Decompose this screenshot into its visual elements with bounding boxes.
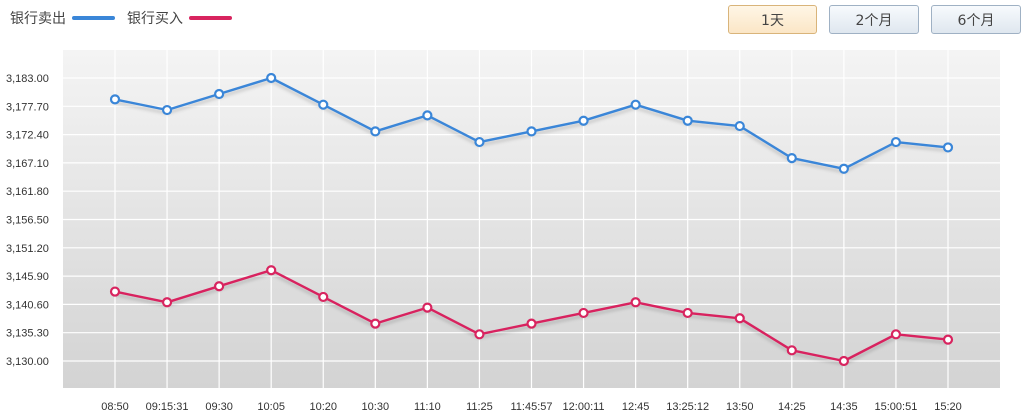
y-tick-label: 3,161.80 — [6, 186, 49, 198]
y-tick-label: 3,140.60 — [6, 299, 49, 311]
y-tick-label: 3,172.40 — [6, 130, 49, 142]
data-point[interactable] — [474, 136, 485, 148]
x-axis: 08:50 09:15:31 09:30 10:05 10:20 10:30 11:10 11… — [101, 401, 962, 413]
y-tick-label: 3,130.00 — [6, 356, 49, 368]
data-point[interactable] — [266, 72, 277, 84]
data-point[interactable] — [682, 115, 693, 126]
range-button-6months[interactable]: 6个月 — [931, 5, 1021, 34]
data-point[interactable] — [838, 355, 849, 367]
data-point[interactable] — [630, 99, 641, 110]
data-point[interactable] — [214, 281, 225, 292]
data-point[interactable] — [890, 136, 902, 148]
x-tick-label: 10:05 — [257, 401, 285, 413]
x-tick-label: 14:35 — [830, 401, 858, 413]
data-point[interactable] — [422, 110, 433, 121]
x-tick-label: 11:10 — [414, 401, 441, 413]
data-point[interactable] — [526, 126, 537, 137]
x-tick-label: 09:30 — [205, 401, 233, 413]
data-point[interactable] — [838, 163, 849, 174]
data-point[interactable] — [109, 94, 121, 105]
legend-item-sell[interactable]: 银行卖出 — [10, 8, 115, 28]
data-point[interactable] — [370, 126, 381, 137]
data-point[interactable] — [526, 318, 537, 329]
data-point[interactable] — [318, 99, 329, 110]
y-tick-label: 3,156.50 — [6, 215, 49, 227]
range-button-1day[interactable]: 1天 — [728, 5, 817, 34]
series-buy — [109, 265, 954, 367]
x-tick-label: 14:25 — [778, 401, 806, 413]
data-point[interactable] — [161, 297, 173, 308]
y-tick-label: 3,135.30 — [6, 328, 49, 340]
data-point[interactable] — [786, 345, 797, 356]
legend-swatch-buy — [189, 16, 232, 20]
x-tick-label: 11:45:57 — [510, 401, 552, 413]
x-tick-label: 10:30 — [362, 401, 390, 413]
x-tick-label: 11:25 — [466, 401, 493, 413]
x-tick-label: 15:00:51 — [875, 401, 918, 413]
legend-swatch-sell — [72, 16, 115, 20]
series-sell — [109, 72, 954, 174]
y-tick-label: 3,167.10 — [6, 158, 49, 170]
data-point[interactable] — [474, 329, 485, 340]
data-point[interactable] — [734, 120, 745, 132]
grid-lines — [63, 50, 1000, 388]
data-point[interactable] — [214, 88, 225, 100]
data-point[interactable] — [942, 142, 954, 153]
x-tick-label: 09:15:31 — [146, 401, 189, 413]
data-point[interactable] — [734, 313, 745, 324]
data-point[interactable] — [578, 115, 589, 126]
x-tick-label: 13:50 — [726, 401, 754, 413]
x-tick-label: 08:50 — [101, 401, 129, 413]
data-point[interactable] — [109, 286, 121, 297]
series-layer — [109, 72, 954, 367]
data-point[interactable] — [890, 329, 902, 340]
data-point[interactable] — [630, 297, 641, 308]
y-tick-label: 3,151.20 — [6, 243, 49, 255]
data-point[interactable] — [266, 265, 277, 276]
x-tick-label: 13:25:12 — [666, 401, 709, 413]
legend-label-sell: 银行卖出 — [10, 11, 66, 27]
legend-label-buy: 银行买入 — [127, 11, 183, 27]
x-tick-label: 10:20 — [309, 401, 337, 413]
data-point[interactable] — [942, 334, 954, 345]
y-tick-label: 3,183.00 — [6, 73, 49, 85]
range-button-2months[interactable]: 2个月 — [829, 5, 919, 34]
data-point[interactable] — [161, 104, 173, 116]
legend-item-buy[interactable]: 银行买入 — [127, 8, 232, 28]
data-point[interactable] — [370, 318, 381, 329]
data-point[interactable] — [318, 291, 329, 303]
chart-legend: 银行卖出 银行买入 — [10, 8, 244, 28]
data-point[interactable] — [786, 152, 797, 164]
x-tick-label: 15:20 — [934, 401, 962, 413]
x-tick-label: 12:45 — [622, 401, 650, 413]
data-point[interactable] — [578, 307, 589, 319]
y-axis: 3,183.00 3,177.70 3,172.40 3,167.10 3,161.80… — [6, 73, 49, 368]
x-tick-label: 12:00:11 — [563, 401, 605, 413]
data-point[interactable] — [682, 307, 693, 319]
range-buttons: 1天 2个月 6个月 — [716, 5, 1021, 34]
y-tick-label: 3,145.90 — [6, 271, 49, 283]
data-point[interactable] — [422, 302, 433, 313]
y-tick-label: 3,177.70 — [6, 101, 49, 113]
